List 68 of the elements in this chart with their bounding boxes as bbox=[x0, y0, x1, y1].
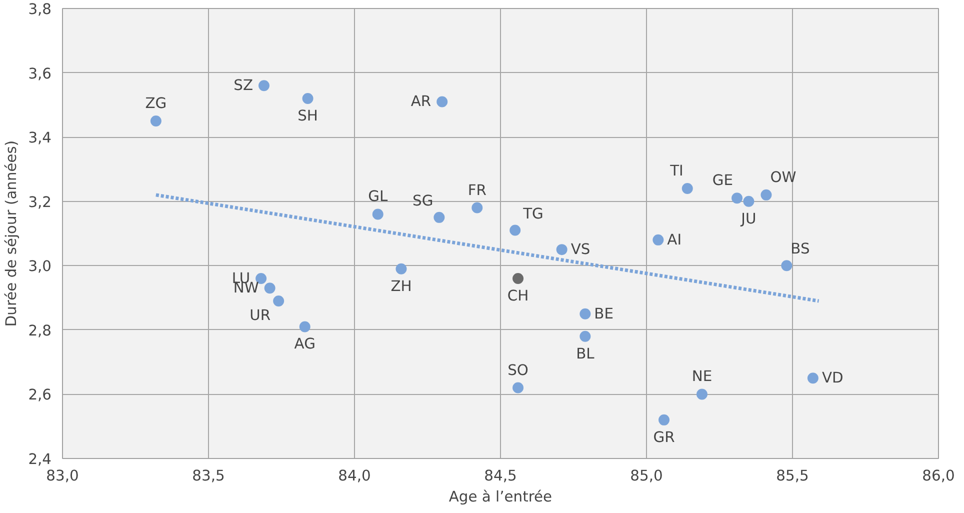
point bbox=[781, 260, 792, 272]
x-tick-label: 84,0 bbox=[338, 468, 371, 484]
point bbox=[696, 388, 708, 400]
annotation: BS bbox=[790, 240, 810, 258]
y-tick-label: 3,4 bbox=[28, 130, 52, 147]
x-tick-label: 86,0 bbox=[922, 468, 955, 484]
y-tick-label: 2,8 bbox=[28, 322, 52, 340]
point bbox=[150, 116, 162, 126]
point bbox=[807, 372, 818, 384]
annotation: VS bbox=[570, 241, 590, 258]
y-tick-label: 3,0 bbox=[28, 258, 52, 276]
annotation: GL bbox=[368, 188, 388, 206]
point bbox=[732, 192, 743, 204]
annotation: GR bbox=[653, 428, 675, 446]
point bbox=[743, 196, 754, 207]
point bbox=[760, 189, 772, 200]
x-tick-label: 85,5 bbox=[776, 468, 809, 484]
point bbox=[580, 308, 591, 320]
point bbox=[510, 224, 521, 236]
x-tick-label: 85,0 bbox=[630, 468, 663, 484]
annotation: FR bbox=[468, 182, 486, 199]
y-tick-label: 2,4 bbox=[28, 451, 52, 468]
point bbox=[396, 263, 407, 274]
point bbox=[264, 282, 276, 294]
point bbox=[652, 234, 664, 246]
annotation: AG bbox=[294, 336, 316, 353]
point bbox=[436, 96, 448, 108]
annotation: BL bbox=[576, 345, 596, 362]
annotation: CH bbox=[507, 288, 529, 304]
point bbox=[302, 93, 314, 104]
annotation: GE bbox=[712, 172, 734, 190]
x-tick-label: 83,5 bbox=[192, 468, 225, 484]
y-tick-label: 3,6 bbox=[28, 65, 52, 82]
annotation: AR bbox=[410, 93, 432, 110]
point bbox=[580, 330, 591, 342]
point bbox=[372, 208, 384, 220]
annotation: JU bbox=[740, 210, 756, 228]
x-axis-title: Age à l’entrée bbox=[448, 488, 552, 506]
x-tick-label: 83,0 bbox=[46, 468, 79, 484]
annotation: AI bbox=[667, 231, 682, 248]
annotation: SZ bbox=[234, 77, 253, 94]
y-tick-label: 3,2 bbox=[28, 194, 52, 211]
point bbox=[273, 296, 284, 306]
annotation: SO bbox=[508, 362, 528, 379]
annotation: OW bbox=[770, 168, 797, 186]
annotation: TI bbox=[669, 162, 684, 180]
annotation: BE bbox=[594, 305, 614, 322]
point bbox=[682, 183, 693, 194]
annotation: VD bbox=[822, 370, 844, 387]
annotation: ZG bbox=[145, 95, 167, 112]
point bbox=[299, 321, 310, 332]
point bbox=[556, 244, 568, 256]
point bbox=[472, 202, 483, 214]
point bbox=[512, 273, 524, 284]
point bbox=[512, 382, 524, 394]
point bbox=[258, 80, 270, 92]
annotation: ZH bbox=[390, 278, 412, 295]
annotation: TG bbox=[522, 205, 544, 222]
y-tick-label: 2,6 bbox=[28, 386, 52, 404]
point bbox=[434, 212, 445, 223]
annotation: SG bbox=[412, 192, 434, 210]
y-tick-label: 3,8 bbox=[28, 1, 52, 18]
annotation: SH bbox=[298, 108, 318, 124]
annotation: UR bbox=[250, 307, 271, 324]
x-tick-label: 84,5 bbox=[484, 468, 517, 484]
annotation: NE bbox=[692, 368, 712, 386]
y-axis-title: Durée de séjour (années) bbox=[3, 140, 20, 327]
point bbox=[658, 414, 670, 426]
